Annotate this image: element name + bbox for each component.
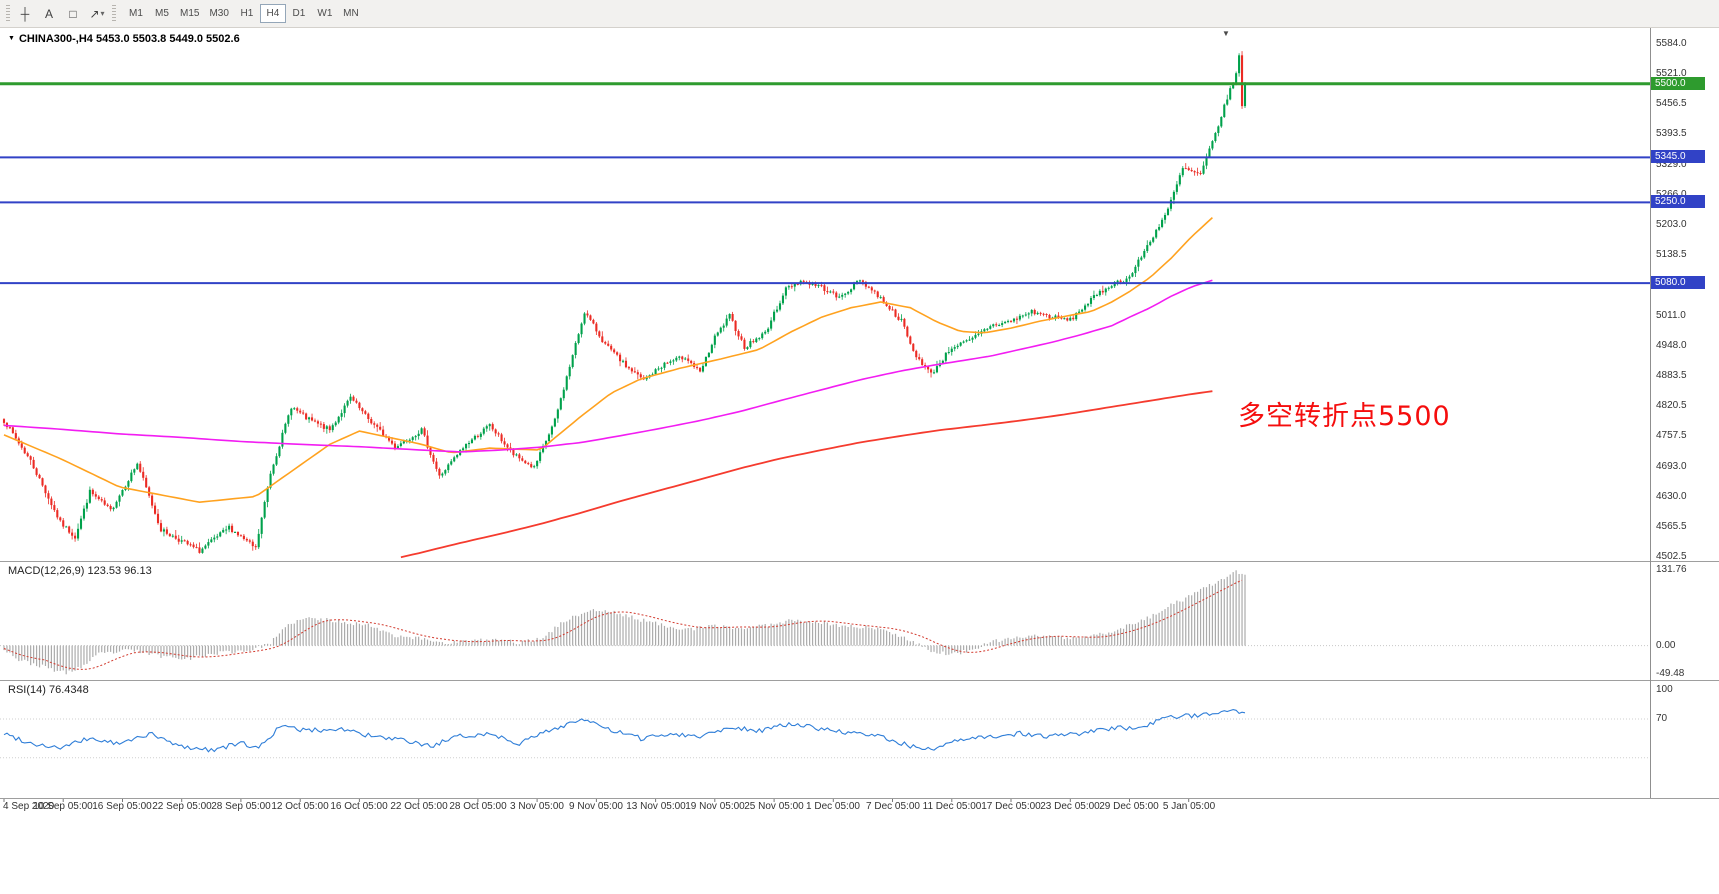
time-axis-label: 25 Nov 05:00 (744, 801, 804, 812)
time-axis-label: 4 Sep 2020 (3, 801, 55, 812)
text-tool-button[interactable]: A (37, 4, 61, 24)
shapes-tool-icon: □ (69, 6, 77, 21)
macd-tick-label: -49.48 (1656, 668, 1685, 679)
price-tick-label: 5011.0 (1656, 310, 1686, 321)
dropdown-caret-icon: ▾ (100, 9, 105, 18)
macd-tick-label: 131.76 (1656, 564, 1687, 575)
time-axis-label: 28 Sep 05:00 (211, 801, 271, 812)
toolbar-grip[interactable] (112, 4, 116, 23)
time-axis-label: 16 Sep 05:00 (92, 801, 152, 812)
drawing-tools-group: ┼ A □ ↗ ▾ (13, 4, 109, 24)
price-axis[interactable] (1651, 28, 1719, 798)
chart-shift-marker-icon[interactable]: ▼ (1222, 29, 1230, 38)
price-tick-label: 4757.5 (1656, 430, 1687, 441)
time-axis-label: 12 Oct 05:00 (271, 801, 329, 812)
toolbar-grip[interactable] (6, 4, 10, 23)
price-tick-label: 5456.5 (1656, 98, 1687, 109)
rsi-tick-label: 100 (1656, 684, 1673, 695)
text-annotation[interactable]: 多空转折点5500 (1238, 401, 1451, 432)
time-axis-label: 22 Sep 05:00 (152, 801, 212, 812)
crosshair-tool-icon: ┼ (20, 6, 30, 21)
level-badge-5250.0: 5250.0 (1651, 195, 1705, 208)
price-tick-label: 4693.0 (1656, 461, 1687, 472)
timeframe-button-m5[interactable]: M5 (149, 4, 175, 23)
timeframe-button-h1[interactable]: H1 (234, 4, 260, 23)
timeframe-button-m15[interactable]: M15 (175, 4, 204, 23)
time-axis-label: 22 Oct 05:00 (390, 801, 448, 812)
macd-indicator-label: MACD(12,26,9) 123.53 96.13 (8, 565, 152, 577)
price-tick-label: 4883.5 (1656, 370, 1687, 381)
time-axis-label: 13 Nov 05:00 (626, 801, 686, 812)
time-axis-label: 23 Dec 05:00 (1040, 801, 1100, 812)
timeframe-toolbar: M1 M5 M15 M30 H1 H4 D1 W1 MN (123, 4, 364, 23)
time-axis-label: 3 Nov 05:00 (510, 801, 564, 812)
price-tick-label: 4948.0 (1656, 340, 1687, 351)
timeframe-button-m1[interactable]: M1 (123, 4, 149, 23)
time-axis-label: 9 Nov 05:00 (569, 801, 623, 812)
time-axis-label: 11 Dec 05:00 (922, 801, 982, 812)
collapse-triangle-icon[interactable]: ▼ (8, 35, 15, 42)
toolbar: ┼ A □ ↗ ▾ M1 M5 M15 M30 H1 H4 D1 W1 MN (0, 0, 1719, 28)
price-tick-label: 4820.5 (1656, 400, 1687, 411)
arrows-tool-icon: ↗ (89, 6, 100, 21)
level-badge-5500.0: 5500.0 (1651, 77, 1705, 90)
price-tick-label: 5521.0 (1656, 68, 1687, 79)
time-axis-label: 17 Dec 05:00 (981, 801, 1041, 812)
panel-separator[interactable] (0, 561, 1719, 562)
time-axis-label: 7 Dec 05:00 (866, 801, 920, 812)
price-tick-label: 4565.5 (1656, 521, 1687, 532)
price-tick-label: 4630.0 (1656, 491, 1687, 502)
time-axis-label: 16 Oct 05:00 (330, 801, 388, 812)
timeframe-button-d1[interactable]: D1 (286, 4, 312, 23)
rsi-indicator-label: RSI(14) 76.4348 (8, 684, 89, 696)
chart-title: ▼ CHINA300-,H4 5453.0 5503.8 5449.0 5502.… (8, 33, 240, 45)
price-tick-label: 5203.0 (1656, 219, 1687, 230)
price-tick-label: 5138.5 (1656, 249, 1687, 260)
time-axis-label: 10 Sep 05:00 (33, 801, 93, 812)
price-tick-label: 5393.5 (1656, 128, 1687, 139)
price-tick-label: 4502.5 (1656, 551, 1687, 562)
timeframe-button-m30[interactable]: M30 (204, 4, 233, 23)
time-axis-label: 5 Jan 05:00 (1162, 801, 1216, 812)
crosshair-tool-button[interactable]: ┼ (13, 4, 37, 24)
time-axis-label: 1 Dec 05:00 (806, 801, 860, 812)
price-tick-label: 5584.0 (1656, 38, 1687, 49)
shapes-tool-button[interactable]: □ (61, 4, 85, 24)
panel-separator[interactable] (0, 798, 1719, 799)
timeframe-button-h4[interactable]: H4 (259, 4, 286, 23)
text-tool-icon: A (44, 6, 53, 21)
time-axis-label: 28 Oct 05:00 (449, 801, 507, 812)
macd-tick-label: 0.00 (1656, 640, 1676, 651)
time-axis-label: 29 Dec 05:00 (1099, 801, 1159, 812)
chart-title-text: CHINA300-,H4 5453.0 5503.8 5449.0 5502.6 (18, 33, 240, 45)
price-axis-border (1650, 28, 1651, 798)
panel-separator[interactable] (0, 680, 1719, 681)
timeframe-button-w1[interactable]: W1 (312, 4, 338, 23)
level-badge-5345.0: 5345.0 (1651, 150, 1705, 163)
time-axis-label: 19 Nov 05:00 (685, 801, 745, 812)
rsi-tick-label: 70 (1656, 713, 1668, 724)
timeframe-button-mn[interactable]: MN (338, 4, 364, 23)
level-badge-5080.0: 5080.0 (1651, 276, 1705, 289)
price-tick-label: 5329.0 (1656, 159, 1687, 170)
arrows-tool-button[interactable]: ↗ ▾ (85, 4, 109, 24)
price-tick-label: 5266.0 (1656, 189, 1687, 200)
